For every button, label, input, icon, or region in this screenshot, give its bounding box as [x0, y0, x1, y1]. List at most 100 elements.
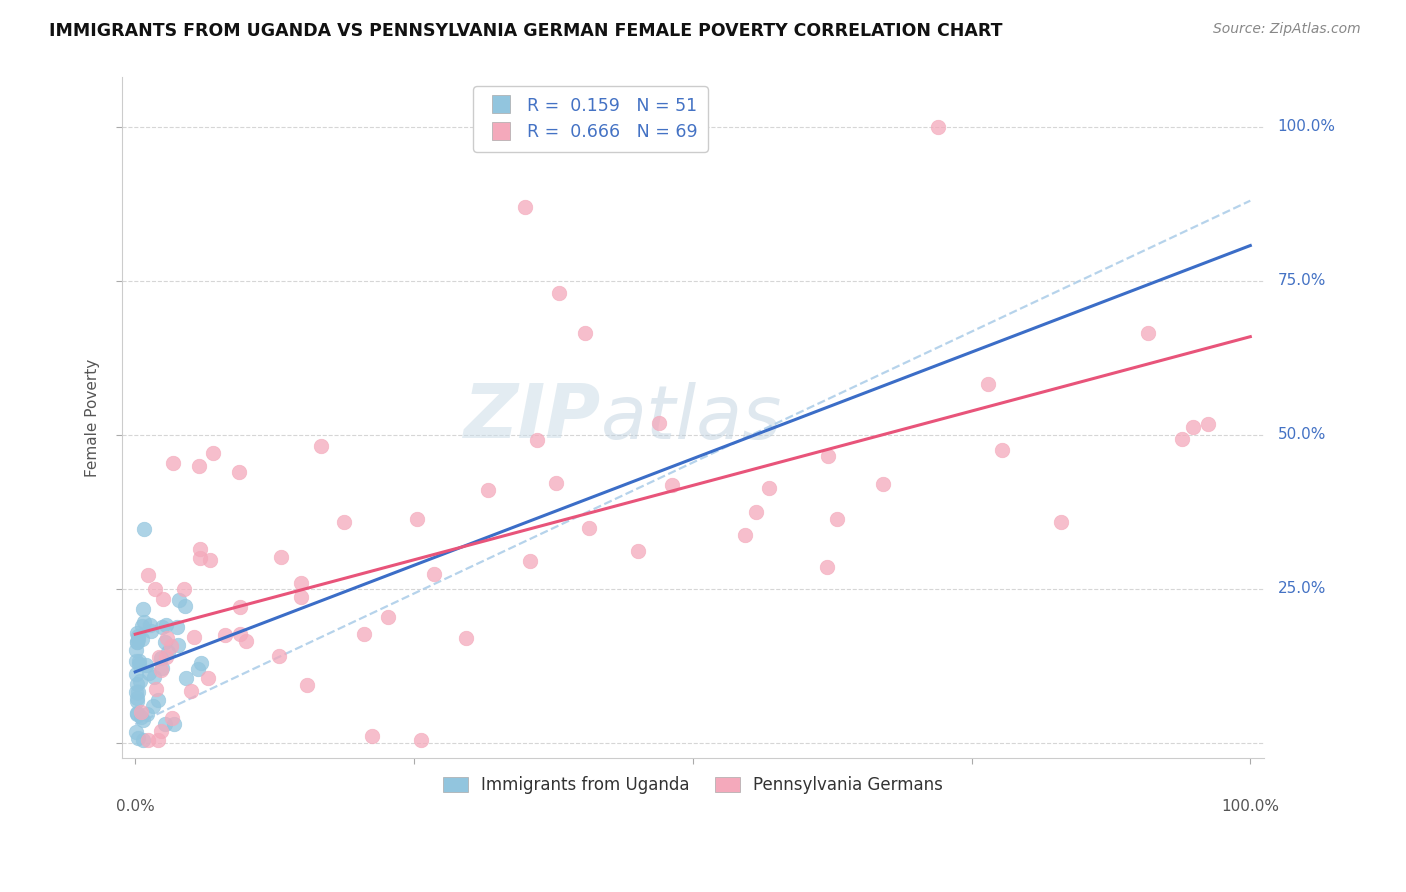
Point [927, 120, 949, 134]
Point [127, 629, 149, 643]
Point [173, 582, 195, 596]
Point [150, 660, 173, 674]
Point [132, 522, 155, 536]
Point [229, 626, 252, 640]
Point [1182, 420, 1205, 434]
Point [202, 446, 225, 460]
Text: 25.0%: 25.0% [1278, 582, 1326, 597]
Point [174, 671, 197, 685]
Point [167, 638, 190, 652]
Text: 50.0%: 50.0% [1278, 427, 1326, 442]
Point [131, 619, 153, 633]
Point [1049, 515, 1071, 529]
Point [1137, 326, 1160, 340]
Point [1171, 432, 1194, 446]
Point [125, 685, 148, 699]
Point [125, 654, 148, 668]
Point [872, 477, 894, 491]
Point [825, 512, 848, 526]
Point [166, 620, 188, 634]
Text: ZIP: ZIP [464, 382, 602, 454]
Point [169, 592, 191, 607]
Point [228, 465, 250, 479]
Text: 0.0%: 0.0% [115, 799, 155, 814]
Point [758, 481, 780, 495]
Text: IMMIGRANTS FROM UGANDA VS PENNSYLVANIA GERMAN FEMALE POVERTY CORRELATION CHART: IMMIGRANTS FROM UGANDA VS PENNSYLVANIA G… [49, 22, 1002, 40]
Point [129, 673, 152, 688]
Point [136, 732, 159, 747]
Point [163, 716, 186, 731]
Point [132, 615, 155, 629]
Point [127, 635, 149, 649]
Point [135, 658, 157, 673]
Point [146, 693, 169, 707]
Point [1197, 417, 1219, 431]
Point [214, 627, 236, 641]
Point [160, 710, 183, 724]
Point [198, 553, 221, 567]
Point [174, 599, 197, 614]
Point [197, 671, 219, 685]
Point [131, 632, 153, 646]
Point [405, 512, 427, 526]
Point [188, 541, 211, 556]
Point [150, 620, 173, 634]
Point [290, 590, 312, 604]
Point [153, 635, 176, 649]
Point [235, 634, 257, 648]
Point [309, 439, 332, 453]
Text: 75.0%: 75.0% [1278, 273, 1326, 288]
Point [578, 520, 600, 534]
Point [148, 649, 170, 664]
Point [125, 694, 148, 708]
Point [267, 648, 290, 663]
Point [180, 683, 202, 698]
Y-axis label: Female Poverty: Female Poverty [86, 359, 100, 477]
Point [160, 640, 183, 654]
Point [129, 710, 152, 724]
Point [125, 667, 148, 681]
Point [125, 690, 148, 705]
Point [128, 654, 150, 668]
Point [125, 635, 148, 649]
Point [515, 200, 537, 214]
Point [149, 723, 172, 738]
Point [139, 618, 162, 632]
Point [132, 601, 155, 615]
Point [127, 632, 149, 646]
Point [141, 624, 163, 638]
Point [136, 706, 159, 721]
Point [162, 456, 184, 470]
Point [187, 662, 209, 676]
Point [519, 554, 541, 568]
Point [125, 643, 148, 657]
Point [150, 663, 173, 677]
Point [142, 670, 165, 684]
Text: 100.0%: 100.0% [1222, 799, 1279, 814]
Point [526, 433, 548, 447]
Point [333, 515, 356, 529]
Point [136, 568, 159, 582]
Point [125, 706, 148, 720]
Point [156, 645, 179, 659]
Point [454, 631, 477, 645]
Point [627, 544, 650, 558]
Point [148, 732, 170, 747]
Point [152, 592, 174, 607]
Point [548, 286, 571, 301]
Point [129, 705, 152, 719]
Point [156, 631, 179, 645]
Point [125, 725, 148, 739]
Point [143, 582, 166, 596]
Point [138, 666, 160, 681]
Point [423, 566, 446, 581]
Point [977, 376, 1000, 391]
Point [187, 458, 209, 473]
Point [125, 706, 148, 721]
Point [815, 560, 838, 574]
Point [745, 504, 768, 518]
Point [734, 528, 756, 542]
Point [190, 656, 212, 670]
Point [155, 717, 177, 731]
Point [295, 678, 318, 692]
